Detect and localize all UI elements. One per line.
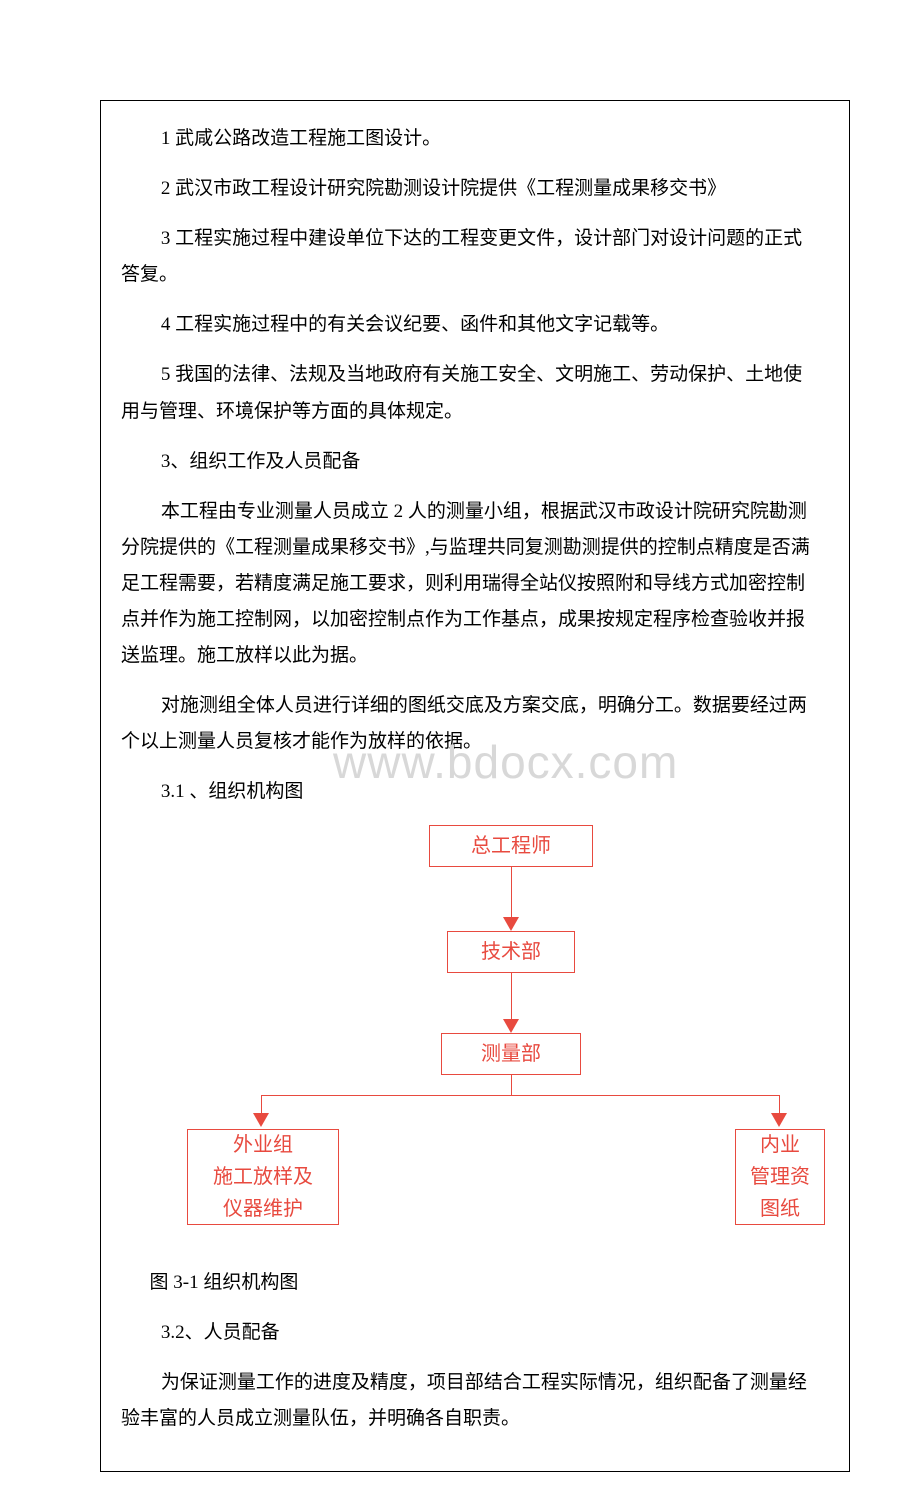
page-border: 1 武咸公路改造工程施工图设计。 2 武汉市政工程设计研究院勘测设计院提供《工程… [100, 100, 850, 1472]
connector-line [261, 1095, 779, 1096]
arrow-down-icon [503, 917, 519, 931]
connector-line [511, 973, 512, 1021]
node-label: 技术部 [481, 936, 541, 968]
paragraph-2: 2 武汉市政工程设计研究院勘测设计院提供《工程测量成果移交书》 [121, 171, 819, 207]
paragraph-3: 3 工程实施过程中建设单位下达的工程变更文件，设计部门对设计问题的正式答复。 [121, 221, 819, 293]
arrow-down-icon [771, 1113, 787, 1127]
node-label-line3: 仪器维护 [223, 1193, 303, 1225]
connector-line [511, 1075, 512, 1095]
paragraph-1: 1 武咸公路改造工程施工图设计。 [121, 121, 819, 157]
connector-line [511, 867, 512, 919]
figure-caption: 图 3-1 组织机构图 [121, 1265, 819, 1301]
node-label-line2: 管理资 [750, 1161, 810, 1193]
connector-line [261, 1095, 262, 1115]
paragraph-10: 3.2、人员配备 [121, 1315, 819, 1351]
node-label-line3: 图纸 [760, 1193, 800, 1225]
paragraph-4: 4 工程实施过程中的有关会议纪要、函件和其他文字记载等。 [121, 307, 819, 343]
paragraph-9: 3.1 、组织机构图 [121, 774, 819, 810]
node-survey-dept: 测量部 [441, 1033, 581, 1075]
paragraph-6: 3、组织工作及人员配备 [121, 444, 819, 480]
node-label: 测量部 [481, 1038, 541, 1070]
node-office-team: 内业 管理资 图纸 [735, 1129, 825, 1225]
node-field-team: 外业组 施工放样及 仪器维护 [187, 1129, 339, 1225]
arrow-down-icon [503, 1019, 519, 1033]
node-label: 总工程师 [471, 830, 551, 862]
node-label-line1: 内业 [760, 1129, 800, 1161]
document-content: 1 武咸公路改造工程施工图设计。 2 武汉市政工程设计研究院勘测设计院提供《工程… [101, 101, 849, 1471]
node-label-line2: 施工放样及 [213, 1161, 313, 1193]
node-chief-engineer: 总工程师 [429, 825, 593, 867]
node-tech-dept: 技术部 [447, 931, 575, 973]
org-chart: 总工程师 技术部 测量部 外业组 施工放样及 仪器维护 内业 管理资 图纸 [121, 825, 819, 1245]
paragraph-7: 本工程由专业测量人员成立 2 人的测量小组，根据武汉市政设计院研究院勘测分院提供… [121, 494, 819, 674]
arrow-down-icon [253, 1113, 269, 1127]
node-label-line1: 外业组 [233, 1129, 293, 1161]
connector-line [779, 1095, 780, 1115]
paragraph-11: 为保证测量工作的进度及精度，项目部结合工程实际情况，组织配备了测量经验丰富的人员… [121, 1365, 819, 1437]
paragraph-8: 对施测组全体人员进行详细的图纸交底及方案交底，明确分工。数据要经过两个以上测量人… [121, 688, 819, 760]
paragraph-5: 5 我国的法律、法规及当地政府有关施工安全、文明施工、劳动保护、土地使用与管理、… [121, 357, 819, 429]
